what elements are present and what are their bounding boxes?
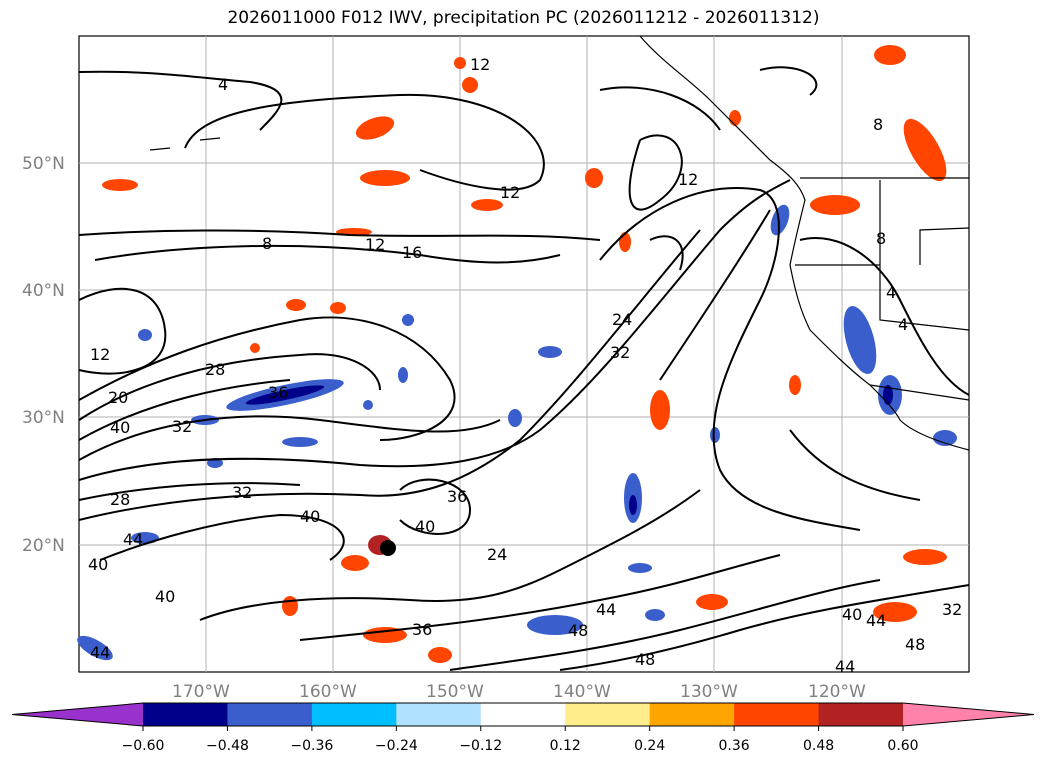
contour-label: 28 <box>110 490 130 509</box>
contour-labels: 4 12 12 8 12 16 12 24 32 28 20 36 40 32 … <box>88 55 962 676</box>
lon-label-170w: 170°W <box>172 682 230 702</box>
contour-label: 4 <box>218 75 228 94</box>
contour-label: 16 <box>402 243 422 262</box>
lon-label-130w: 130°W <box>680 682 738 702</box>
colorbar-tick-label: 0.36 <box>719 738 750 754</box>
colorbar-tick-label: 0.24 <box>634 738 665 754</box>
colorbar-tick-label: −0.60 <box>122 738 165 754</box>
contour-label: 36 <box>447 487 467 506</box>
lon-label-140w: 140°W <box>553 682 611 702</box>
contour-label: 12 <box>678 170 698 189</box>
colorbar-tick-label: −0.12 <box>459 738 502 754</box>
colorbar-tick-label: 0.60 <box>887 738 918 754</box>
contour-label: 8 <box>262 234 272 253</box>
contour-label: 4 <box>898 315 908 334</box>
contour-label: 4 <box>886 283 896 302</box>
coastlines <box>149 35 970 451</box>
contour-label: 20 <box>108 388 128 407</box>
colorbar-segment <box>565 703 651 726</box>
lon-label-120w: 120°W <box>808 682 866 702</box>
colorbar-segment <box>734 703 820 726</box>
contour-label: 40 <box>842 605 862 624</box>
contour-label: 32 <box>172 417 192 436</box>
contour-label: 44 <box>90 643 110 662</box>
longitude-labels: 170°W 160°W 150°W 140°W 130°W 120°W <box>172 682 866 702</box>
colorbar-tick-label: −0.24 <box>375 738 418 754</box>
lat-label-20n: 20°N <box>22 536 65 556</box>
contour-label: 12 <box>365 235 385 254</box>
contour-label: 8 <box>876 229 886 248</box>
map-frame <box>78 35 970 673</box>
contour-label: 44 <box>866 611 886 630</box>
colorbar-segment <box>818 703 904 726</box>
gridlines <box>79 36 969 672</box>
colorbar-segment <box>649 703 735 726</box>
contour-label: 24 <box>612 310 632 329</box>
colorbar-tick-label: 0.48 <box>803 738 834 754</box>
contour-label: 40 <box>155 587 175 606</box>
lat-label-30n: 30°N <box>22 408 65 428</box>
contour-label: 12 <box>500 183 520 202</box>
contour-label: 12 <box>90 345 110 364</box>
colorbar-extend-high <box>903 703 1034 726</box>
contour-label: 28 <box>205 360 225 379</box>
colorbar-segment <box>311 703 397 726</box>
colorbar-tick-label: 0.12 <box>550 738 581 754</box>
contour-label: 48 <box>905 635 925 654</box>
contour-label: 24 <box>487 545 507 564</box>
contour-label: 36 <box>268 383 288 402</box>
lon-label-150w: 150°W <box>426 682 484 702</box>
contour-label: 40 <box>88 555 108 574</box>
iwv-contours <box>78 66 970 671</box>
contour-label: 8 <box>873 115 883 134</box>
colorbar-segment <box>227 703 313 726</box>
contour-label: 40 <box>415 517 435 536</box>
contour-label: 32 <box>610 343 630 362</box>
colorbar-extend-low <box>12 703 143 726</box>
contour-label: 44 <box>123 530 143 549</box>
contour-label: 44 <box>835 657 855 676</box>
contour-label: 32 <box>232 483 252 502</box>
contour-label: 36 <box>412 620 432 639</box>
latitude-labels: 50°N 40°N 30°N 20°N <box>22 154 65 556</box>
colorbar-segment <box>396 703 482 726</box>
contour-label: 48 <box>568 621 588 640</box>
contour-label: 40 <box>110 418 130 437</box>
lat-label-40n: 40°N <box>22 281 65 301</box>
colorbar-segment <box>480 703 566 726</box>
colorbar-segment <box>143 703 228 726</box>
contour-label: 40 <box>300 507 320 526</box>
colorbar-tick-label: −0.48 <box>206 738 249 754</box>
lat-label-50n: 50°N <box>22 154 65 174</box>
contour-label: 48 <box>635 650 655 669</box>
contour-label: 32 <box>942 600 962 619</box>
contour-label: 44 <box>596 600 616 619</box>
contour-label: 12 <box>470 55 490 74</box>
map-title: 2026011000 F012 IWV, precipitation PC (2… <box>227 8 820 28</box>
lon-label-160w: 160°W <box>299 682 357 702</box>
colorbar: −0.60 −0.48 −0.36 −0.24 −0.12 0.12 0.24 0.36 0.4… <box>11 702 1035 754</box>
colorbar-tick-label: −0.36 <box>290 738 333 754</box>
